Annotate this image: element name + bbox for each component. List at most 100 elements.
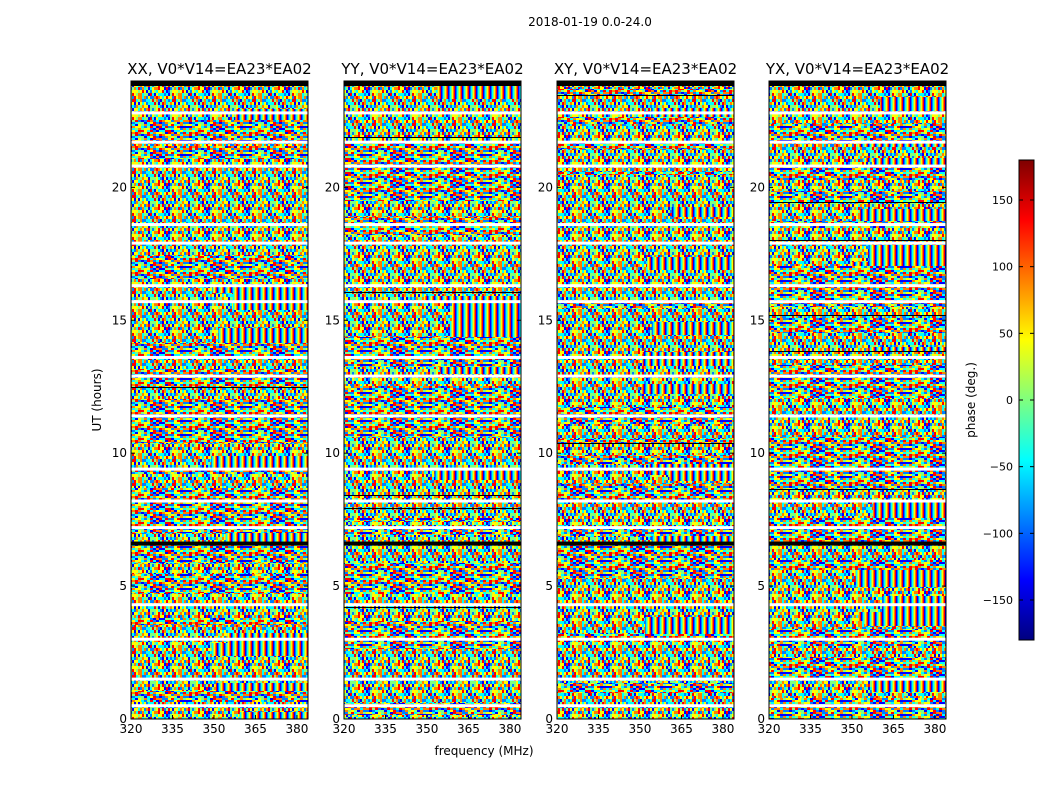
colorbar: 150 100 50 0 −50 −100 −150 xyxy=(983,159,1035,641)
colorbar-tick-label: −100 xyxy=(983,527,1013,540)
flagged-row xyxy=(131,241,308,245)
x-tick-label: 380 xyxy=(711,722,734,736)
panels: XX, V0*V14=EA23*EA02 320 335 350 365 380 0 5 10 1… xyxy=(112,60,949,736)
colorbar-tick-label: 50 xyxy=(999,327,1013,340)
x-tick-label: 380 xyxy=(285,722,308,736)
phase-image xyxy=(557,81,734,719)
y-tick-label: 20 xyxy=(538,180,553,194)
flagged-row xyxy=(131,677,308,681)
flagged-row xyxy=(557,111,734,115)
x-tick-label: 335 xyxy=(161,722,184,736)
flagged-row xyxy=(344,526,521,530)
flagged-row xyxy=(769,704,946,708)
y-tick-label: 20 xyxy=(325,180,340,194)
x-tick-label: 320 xyxy=(120,722,143,736)
plot-frame xyxy=(130,80,309,720)
flagged-row xyxy=(769,603,946,607)
y-tick-label: 0 xyxy=(119,712,127,726)
flagged-row xyxy=(131,223,308,227)
flagged-row xyxy=(344,374,521,378)
y-tick-label: 0 xyxy=(332,712,340,726)
panel-title: XX, V0*V14=EA23*EA02 xyxy=(127,60,311,78)
phase-image xyxy=(769,81,946,719)
flagged-row xyxy=(557,284,734,288)
flagged-row xyxy=(557,300,734,304)
phase-image xyxy=(344,81,521,719)
y-tick-label: 10 xyxy=(538,446,553,460)
flagged-row xyxy=(769,526,946,530)
flagged-row xyxy=(131,140,308,144)
y-tick-label: 5 xyxy=(119,579,127,593)
y-tick-label: 15 xyxy=(325,313,340,327)
flagged-row xyxy=(344,637,521,641)
flagged-row xyxy=(344,603,521,607)
flagged-row xyxy=(131,300,308,304)
panel-yy: YY, V0*V14=EA23*EA02 320 335 350 365 380 0 5 10 1… xyxy=(325,60,524,736)
y-tick-label: 10 xyxy=(750,446,765,460)
colorbar-tick-label: 150 xyxy=(992,194,1013,207)
flagged-row xyxy=(344,223,521,227)
flagged-row xyxy=(131,499,308,503)
flagged-row xyxy=(557,603,734,607)
flagged-row xyxy=(769,355,946,359)
x-axis-label: frequency (MHz) xyxy=(434,744,533,758)
y-tick-label: 15 xyxy=(112,313,127,327)
flagged-row xyxy=(131,284,308,288)
flagged-row xyxy=(557,499,734,503)
panel-title: YX, V0*V14=EA23*EA02 xyxy=(765,60,949,78)
flagged-row xyxy=(769,284,946,288)
flagged-row xyxy=(131,355,308,359)
flagged-row xyxy=(557,355,734,359)
flagged-row xyxy=(557,223,734,227)
x-tick-label: 335 xyxy=(799,722,822,736)
panel-yx: YX, V0*V14=EA23*EA02 320 335 350 365 380 0 5 10 1… xyxy=(750,60,949,736)
flagged-row xyxy=(344,704,521,708)
colorbar-tick-label: 100 xyxy=(992,261,1013,274)
flagged-row xyxy=(344,111,521,115)
flagged-row xyxy=(769,241,946,245)
flagged-row xyxy=(131,111,308,115)
flagged-row xyxy=(557,164,734,168)
flagged-row xyxy=(131,526,308,530)
flagged-row xyxy=(557,414,734,418)
flagged-row xyxy=(769,140,946,144)
flagged-row xyxy=(557,704,734,708)
x-tick-label: 320 xyxy=(758,722,781,736)
flagged-row xyxy=(769,374,946,378)
x-tick-label: 365 xyxy=(670,722,693,736)
plot-frame xyxy=(768,80,947,720)
flagged-row xyxy=(557,526,734,530)
flagged-row xyxy=(769,414,946,418)
phase-image xyxy=(131,81,308,719)
y-tick-label: 0 xyxy=(757,712,765,726)
y-axis-label: UT (hours) xyxy=(90,368,104,431)
flagged-row xyxy=(557,374,734,378)
colorbar-label: phase (deg.) xyxy=(964,362,978,438)
colorbar-tick-label: −150 xyxy=(983,594,1013,607)
x-tick-label: 335 xyxy=(374,722,397,736)
flagged-row xyxy=(769,223,946,227)
panel-title: XY, V0*V14=EA23*EA02 xyxy=(554,60,737,78)
x-tick-label: 350 xyxy=(416,722,439,736)
x-tick-label: 380 xyxy=(923,722,946,736)
flagged-row xyxy=(344,284,521,288)
y-tick-label: 15 xyxy=(750,313,765,327)
y-tick-label: 5 xyxy=(545,579,553,593)
flagged-row xyxy=(131,637,308,641)
flagged-row xyxy=(769,499,946,503)
y-tick-label: 10 xyxy=(325,446,340,460)
x-tick-label: 365 xyxy=(457,722,480,736)
flagged-row xyxy=(344,164,521,168)
panel-xx: XX, V0*V14=EA23*EA02 320 335 350 365 380 0 5 10 1… xyxy=(112,60,312,736)
flagged-row xyxy=(769,300,946,304)
flagged-row xyxy=(557,140,734,144)
panel-title: YY, V0*V14=EA23*EA02 xyxy=(340,60,523,78)
y-tick-label: 10 xyxy=(112,446,127,460)
flagged-row xyxy=(344,140,521,144)
x-tick-label: 350 xyxy=(629,722,652,736)
flagged-row xyxy=(131,603,308,607)
x-tick-label: 320 xyxy=(546,722,569,736)
x-tick-label: 350 xyxy=(203,722,226,736)
flagged-row xyxy=(344,241,521,245)
